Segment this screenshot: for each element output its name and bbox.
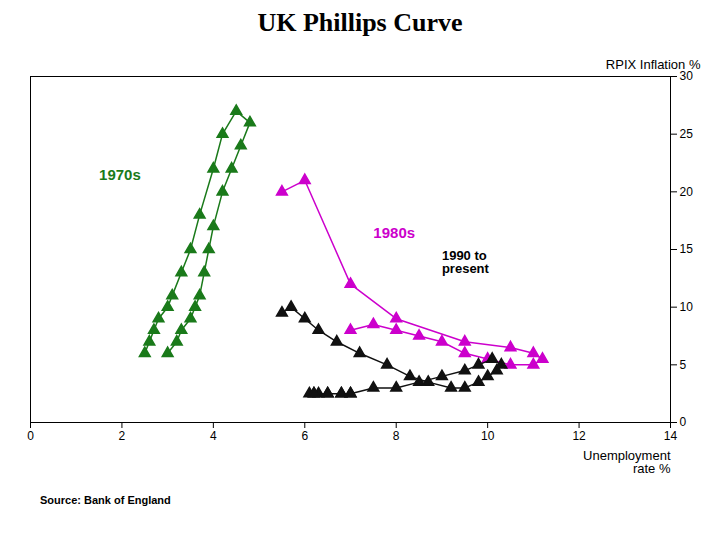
svg-text:2: 2 [119, 429, 126, 443]
svg-text:1990 topresent: 1990 topresent [442, 248, 490, 276]
svg-text:1980s: 1980s [373, 224, 415, 241]
svg-text:10: 10 [481, 429, 495, 443]
svg-text:8: 8 [393, 429, 400, 443]
html-text:UK Phillips Curve: UK Phillips Curve [257, 8, 463, 37]
svg-text:6: 6 [301, 429, 308, 443]
svg-text:25: 25 [680, 127, 694, 141]
svg-text:14: 14 [664, 429, 678, 443]
svg-text:5: 5 [680, 358, 687, 372]
svg-text:10: 10 [680, 300, 694, 314]
svg-text:4: 4 [210, 429, 217, 443]
svg-text:RPIX Inflation %: RPIX Inflation % [606, 57, 701, 72]
svg-text:30: 30 [679, 69, 693, 84]
svg-text:Unemploymentrate %: Unemploymentrate % [583, 448, 671, 476]
html-text:Source: Bank of England: Source: Bank of England [40, 494, 171, 506]
svg-text:0: 0 [27, 429, 34, 443]
svg-text:0: 0 [680, 415, 687, 429]
svg-text:15: 15 [680, 242, 694, 256]
svg-text:12: 12 [572, 429, 586, 443]
svg-text:20: 20 [680, 185, 694, 199]
svg-text:1970s: 1970s [99, 166, 141, 183]
